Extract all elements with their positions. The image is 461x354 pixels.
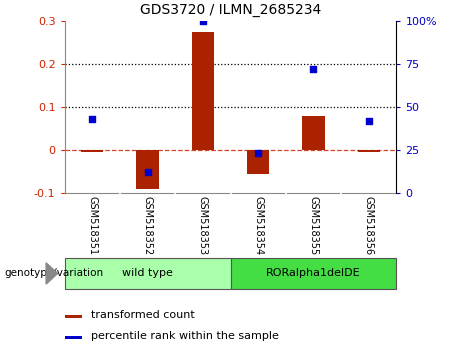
Point — [254, 150, 262, 156]
Bar — [65, 336, 83, 339]
Point — [89, 116, 96, 122]
Point — [144, 170, 151, 175]
Point — [310, 67, 317, 72]
Bar — [358, 150, 380, 152]
Text: GSM518352: GSM518352 — [142, 196, 153, 255]
Text: GSM518351: GSM518351 — [87, 196, 97, 255]
Title: GDS3720 / ILMN_2685234: GDS3720 / ILMN_2685234 — [140, 4, 321, 17]
Bar — [81, 150, 103, 152]
Text: RORalpha1delDE: RORalpha1delDE — [266, 268, 361, 279]
Bar — [302, 116, 325, 150]
Polygon shape — [46, 263, 58, 284]
Bar — [230, 258, 396, 289]
Text: percentile rank within the sample: percentile rank within the sample — [91, 331, 279, 341]
Text: genotype/variation: genotype/variation — [5, 268, 104, 279]
Bar — [247, 150, 269, 173]
Text: GSM518356: GSM518356 — [364, 196, 374, 255]
Bar — [65, 315, 83, 318]
Bar — [192, 32, 214, 150]
Bar — [65, 258, 230, 289]
Text: GSM518353: GSM518353 — [198, 196, 208, 255]
Point — [199, 18, 207, 24]
Text: GSM518354: GSM518354 — [253, 196, 263, 255]
Text: transformed count: transformed count — [91, 310, 195, 320]
Text: wild type: wild type — [122, 268, 173, 279]
Bar — [136, 150, 159, 189]
Point — [365, 118, 372, 124]
Text: GSM518355: GSM518355 — [308, 196, 319, 255]
